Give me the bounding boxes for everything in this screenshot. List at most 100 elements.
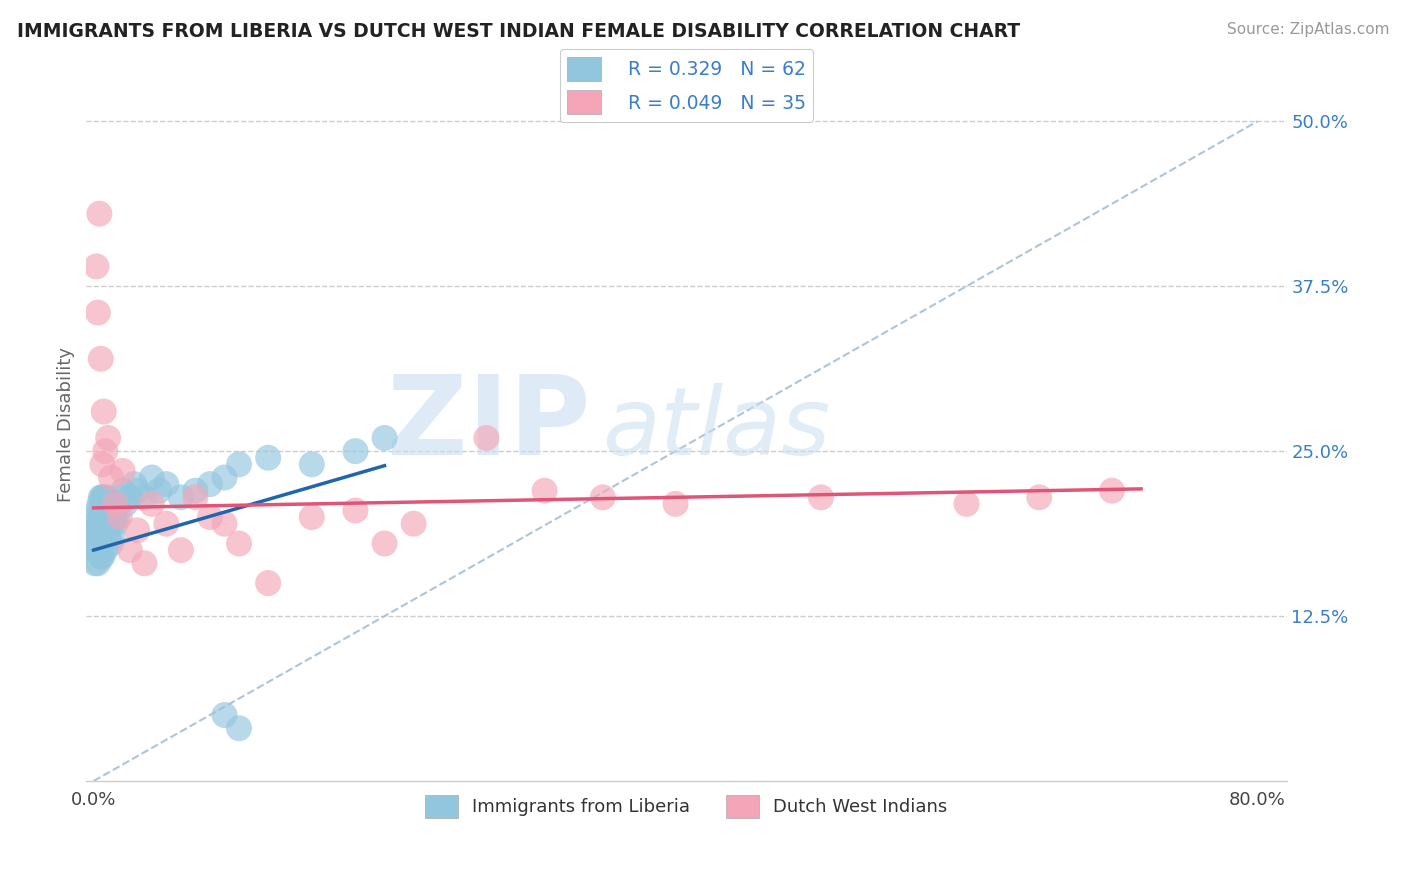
Point — [170, 543, 193, 558]
Point — [127, 483, 149, 498]
Point — [107, 497, 129, 511]
Point — [90, 510, 112, 524]
Point — [89, 516, 111, 531]
Point — [374, 431, 396, 445]
Legend: Immigrants from Liberia, Dutch West Indians: Immigrants from Liberia, Dutch West Indi… — [418, 788, 955, 825]
Point — [86, 516, 108, 531]
Point — [134, 556, 156, 570]
Point — [344, 444, 367, 458]
Point — [94, 444, 117, 458]
Point — [374, 536, 396, 550]
Point — [96, 510, 118, 524]
Point — [101, 530, 124, 544]
Point — [91, 530, 114, 544]
Point — [214, 708, 236, 723]
Point — [955, 497, 977, 511]
Point — [97, 503, 120, 517]
Text: atlas: atlas — [602, 383, 831, 474]
Point — [90, 351, 112, 366]
Point — [93, 404, 115, 418]
Point — [89, 207, 111, 221]
Point — [91, 458, 114, 472]
Point — [98, 497, 121, 511]
Point — [228, 458, 250, 472]
Point — [87, 524, 110, 538]
Point — [87, 556, 110, 570]
Point — [475, 431, 498, 445]
Point — [1101, 483, 1123, 498]
Point — [87, 503, 110, 517]
Point — [90, 549, 112, 564]
Point — [89, 497, 111, 511]
Point — [198, 477, 221, 491]
Point — [170, 491, 193, 505]
Point — [257, 576, 280, 591]
Point — [592, 491, 614, 505]
Point — [1028, 491, 1050, 505]
Point — [141, 470, 163, 484]
Point — [89, 543, 111, 558]
Point — [155, 477, 177, 491]
Point — [118, 491, 141, 505]
Text: IMMIGRANTS FROM LIBERIA VS DUTCH WEST INDIAN FEMALE DISABILITY CORRELATION CHART: IMMIGRANTS FROM LIBERIA VS DUTCH WEST IN… — [17, 22, 1019, 41]
Point — [100, 536, 122, 550]
Point — [94, 543, 117, 558]
Point — [104, 497, 127, 511]
Point — [94, 503, 117, 517]
Point — [127, 524, 149, 538]
Point — [87, 536, 110, 550]
Point — [97, 530, 120, 544]
Point — [93, 497, 115, 511]
Point — [664, 497, 686, 511]
Point — [228, 536, 250, 550]
Text: Source: ZipAtlas.com: Source: ZipAtlas.com — [1226, 22, 1389, 37]
Point — [91, 491, 114, 505]
Point — [198, 510, 221, 524]
Point — [214, 470, 236, 484]
Point — [184, 483, 207, 498]
Point — [98, 516, 121, 531]
Point — [124, 477, 146, 491]
Point — [111, 483, 134, 498]
Point — [86, 260, 108, 274]
Point — [84, 556, 107, 570]
Point — [533, 483, 555, 498]
Point — [810, 491, 832, 505]
Point — [214, 516, 236, 531]
Point — [84, 543, 107, 558]
Point — [301, 458, 323, 472]
Text: ZIP: ZIP — [387, 371, 591, 478]
Point — [86, 543, 108, 558]
Point — [100, 470, 122, 484]
Point — [257, 450, 280, 465]
Point — [84, 524, 107, 538]
Point — [90, 491, 112, 505]
Point — [86, 510, 108, 524]
Point — [184, 491, 207, 505]
Point — [148, 483, 170, 498]
Point — [134, 491, 156, 505]
Point — [97, 431, 120, 445]
Point — [94, 524, 117, 538]
Point — [402, 516, 425, 531]
Point — [86, 530, 108, 544]
Point — [93, 491, 115, 505]
Point — [114, 497, 136, 511]
Point — [108, 491, 131, 505]
Point — [91, 549, 114, 564]
Point — [344, 503, 367, 517]
Point — [301, 510, 323, 524]
Point — [90, 530, 112, 544]
Point — [155, 516, 177, 531]
Y-axis label: Female Disability: Female Disability — [58, 347, 75, 502]
Point — [104, 516, 127, 531]
Point — [87, 305, 110, 319]
Point — [96, 491, 118, 505]
Point — [100, 516, 122, 531]
Point — [111, 464, 134, 478]
Point — [108, 510, 131, 524]
Point — [93, 516, 115, 531]
Point — [103, 510, 125, 524]
Point — [105, 510, 128, 524]
Point — [141, 497, 163, 511]
